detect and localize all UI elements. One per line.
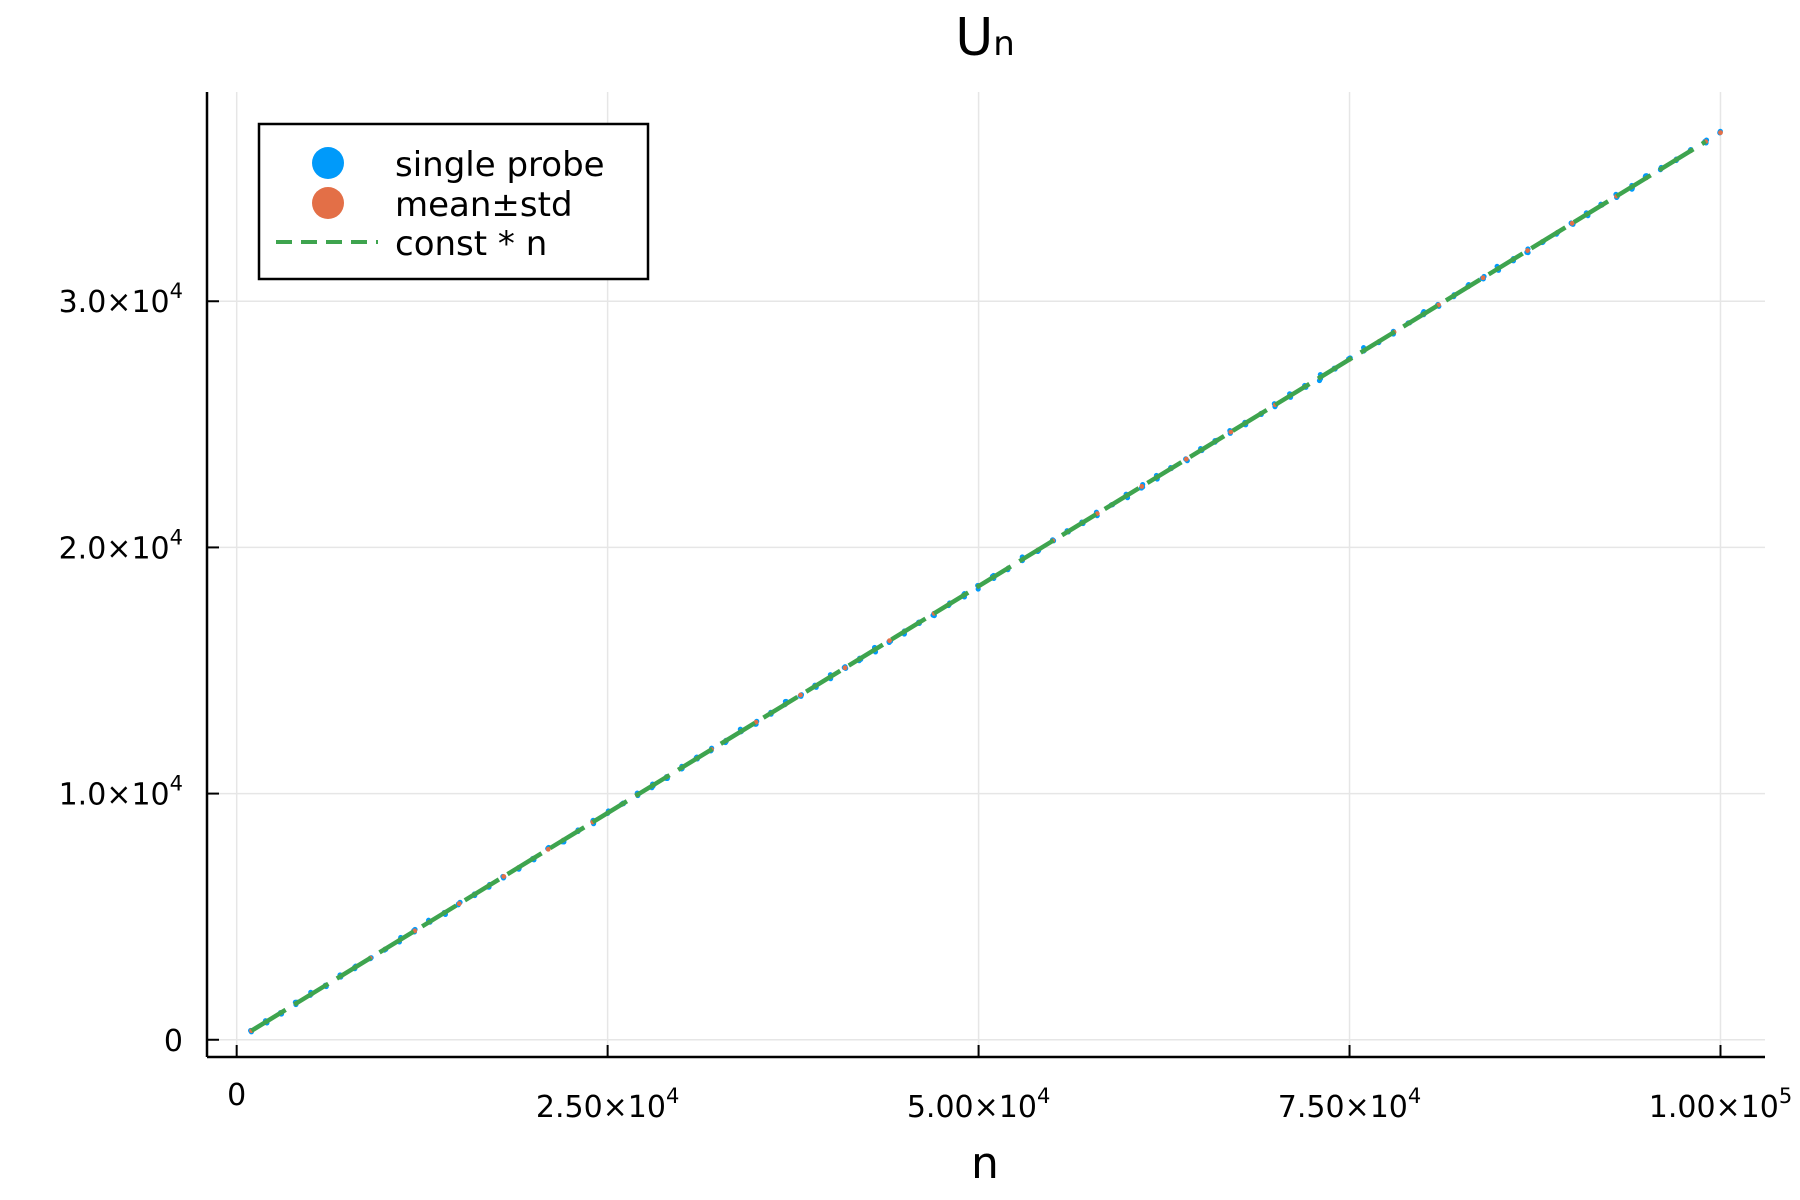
- const-n-line: [250, 139, 1707, 1033]
- mean-point: [1718, 130, 1723, 136]
- x-tick-label: 2.50×104: [536, 1084, 679, 1125]
- x-axis-label: n: [971, 1138, 999, 1189]
- y-tick-label: 1.0×104: [59, 772, 183, 813]
- legend-label-mean-std: mean±std: [395, 185, 573, 225]
- mean-point: [501, 874, 507, 879]
- x-tick-label: 0: [227, 1078, 246, 1113]
- axes: [205, 92, 1765, 1059]
- chart-title-subscript: n: [993, 24, 1015, 64]
- mean-point: [887, 638, 892, 644]
- ticks: 0 2.50×104 5.00×104 7.50×104 1.00×105 0 1.0×10…: [59, 279, 1793, 1125]
- y-tick-label: 2.0×104: [59, 525, 183, 566]
- y-tick-label: 3.0×104: [59, 279, 183, 320]
- mean-point: [1139, 484, 1145, 489]
- legend-label-const-n: const * n: [395, 224, 547, 264]
- legend-marker-mean-std: [312, 187, 344, 219]
- mean-point: [1525, 248, 1530, 253]
- chart-title: Un: [955, 8, 1015, 68]
- mean-point: [545, 846, 551, 852]
- legend-label-single-probe: single probe: [395, 145, 605, 185]
- x-tick-label: 5.00×104: [907, 1084, 1050, 1125]
- series-layer: [248, 128, 1723, 1035]
- legend-marker-single-probe: [312, 147, 344, 179]
- mean-point: [1569, 220, 1575, 226]
- legend: single probe mean±std const * n: [257, 122, 650, 281]
- mean-point: [1480, 275, 1486, 281]
- mean-point: [798, 692, 803, 698]
- y-tick-label: 0: [164, 1024, 183, 1059]
- mean-point: [1183, 456, 1189, 462]
- mean-point: [1228, 429, 1234, 435]
- x-tick-label: 7.50×104: [1278, 1084, 1421, 1125]
- mean-point: [456, 901, 462, 907]
- x-tick-label: 1.00×105: [1649, 1084, 1792, 1125]
- mean-point: [842, 665, 848, 671]
